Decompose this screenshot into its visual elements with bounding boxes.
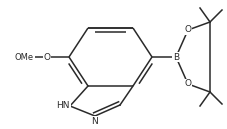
Text: O: O [43, 53, 50, 62]
Text: HN: HN [56, 102, 70, 111]
Text: B: B [172, 53, 178, 62]
Text: OMe: OMe [15, 53, 34, 62]
Text: N: N [91, 117, 98, 126]
Text: O: O [184, 26, 191, 34]
Text: O: O [184, 79, 191, 88]
